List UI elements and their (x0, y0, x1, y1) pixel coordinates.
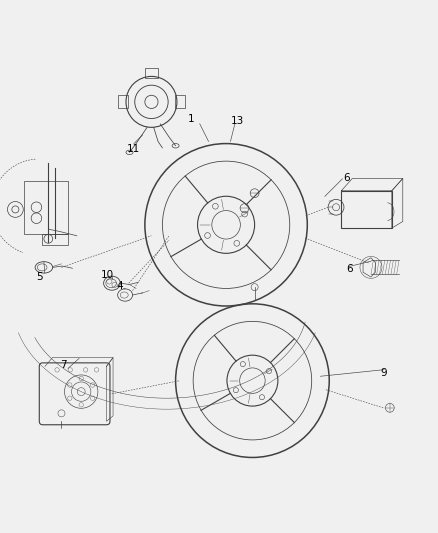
Bar (341, 191, 391, 228)
Text: 6: 6 (346, 264, 353, 273)
Text: 6: 6 (343, 173, 350, 183)
Text: 5: 5 (36, 272, 43, 282)
Text: 9: 9 (380, 368, 387, 378)
Bar (24, 181, 68, 233)
Text: 10: 10 (101, 270, 114, 280)
Bar (117, 95, 128, 108)
Bar (42, 233, 68, 245)
Text: 11: 11 (127, 144, 140, 154)
Text: 1: 1 (187, 115, 194, 124)
Text: 13: 13 (230, 116, 243, 126)
Text: 4: 4 (116, 281, 123, 291)
Bar (145, 68, 157, 78)
Bar (174, 95, 185, 108)
Text: 7: 7 (60, 360, 67, 370)
